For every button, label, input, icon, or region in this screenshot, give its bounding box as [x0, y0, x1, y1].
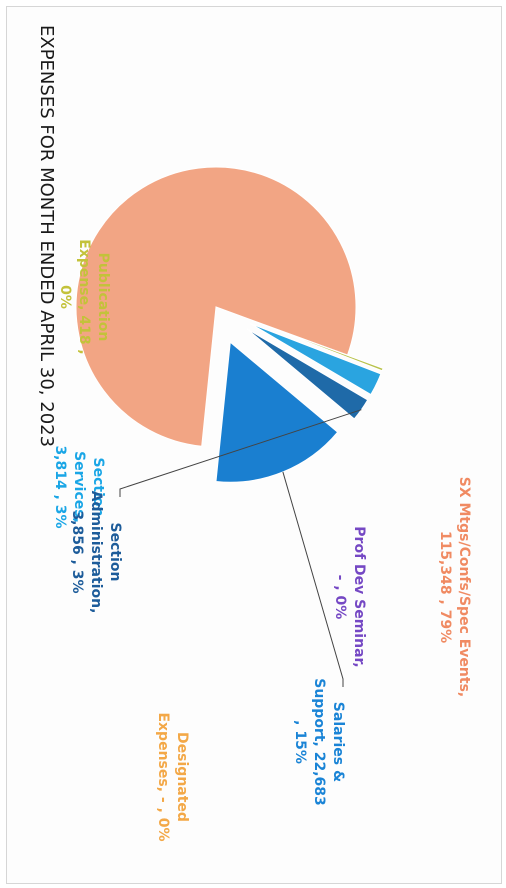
leader-line-salaries-support [282, 471, 344, 687]
pie-chart: EXPENSES FOR MONTH ENDED APRIL 30, 2023 … [36, 25, 472, 842]
pie-slice-sx-mtgs-confs-spec-events [75, 166, 357, 447]
chart-title: EXPENSES FOR MONTH ENDED APRIL 30, 2023 [36, 25, 57, 447]
slice-label-salaries-support: Salaries &Support, 22,683, 15% [292, 678, 346, 806]
pie-slices [75, 166, 384, 483]
slice-label-section-administration: SectionAdministration,3,856 , 3% [69, 491, 123, 614]
slice-label-prof-dev-seminar: Prof Dev Seminar,- , 0% [332, 526, 367, 667]
slice-label-designated-expenses: DesignatedExpenses, - , 0% [155, 712, 190, 841]
chart-frame: EXPENSES FOR MONTH ENDED APRIL 30, 2023 … [6, 6, 502, 884]
leader-line-section-administration [119, 409, 362, 497]
pie-slice-publication-expense [251, 319, 384, 372]
slice-labels: SX Mtgs/Confs/Spec Events,115,348 , 79% P… [52, 239, 472, 841]
slice-label-section-services: SectionServices,3,814 , 3% [52, 445, 106, 528]
slice-label-publication-expense: PublicationExpense, 418 ,0% [57, 239, 111, 355]
pie-slice-section-administration [246, 328, 369, 420]
leader-lines [119, 409, 362, 687]
pie-slice-section-services [249, 323, 382, 396]
slice-label-sx-mtgs-confs-spec-events: SX Mtgs/Confs/Spec Events,115,348 , 79% [437, 477, 472, 698]
